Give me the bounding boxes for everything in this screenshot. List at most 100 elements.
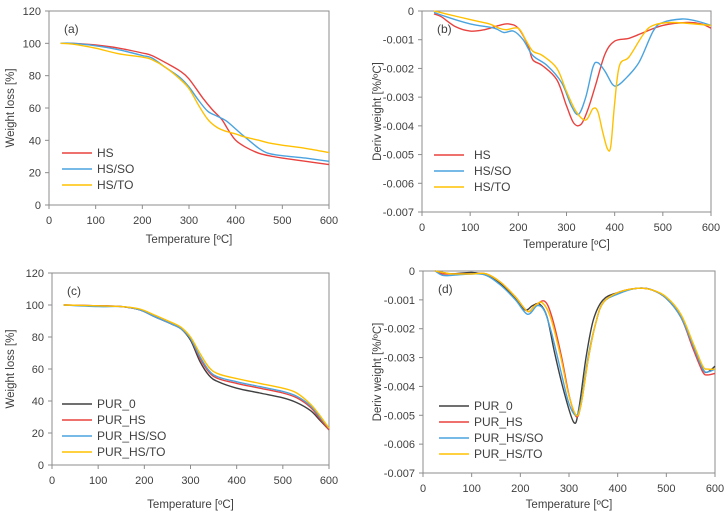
x-tick-label: 100 — [89, 475, 107, 487]
x-tick-label: 300 — [180, 215, 198, 227]
x-tick-label: 0 — [49, 475, 55, 487]
legend-label: PUR_HS — [474, 415, 523, 429]
series-line-hs-so — [433, 11, 712, 116]
y-tick-label: -0.001 — [383, 35, 414, 47]
panel-label: (d) — [438, 282, 453, 296]
x-tick-label: 500 — [274, 475, 292, 487]
panel-d: 0 100 200 300 400 500 600 0 -0.001 -0.002 -0.003 -0… — [372, 266, 724, 511]
x-tick-label: 300 — [560, 483, 578, 495]
x-tick-label: 400 — [608, 483, 626, 495]
series-line-pur-hs — [434, 270, 716, 418]
y-tick-label: 60 — [32, 364, 44, 376]
x-tick-label: 200 — [511, 483, 529, 495]
x-tick-label: 500 — [654, 222, 672, 234]
y-tick-label: -0.001 — [384, 295, 415, 307]
series-line-hs-to — [433, 10, 712, 152]
y-tick-label: 80 — [32, 332, 44, 344]
y-tick-label: -0.003 — [384, 353, 415, 365]
y-tick-label: -0.004 — [383, 121, 414, 133]
y-tick-label: -0.004 — [384, 381, 415, 393]
y-axis-label: Deriv weight [%/ºC] — [372, 62, 384, 161]
x-axis-label: Temperature [ºC] — [526, 499, 613, 511]
plot-frame — [48, 10, 330, 206]
y-tick-label: -0.005 — [383, 150, 414, 162]
legend-label: PUR_HS/TO — [474, 447, 542, 461]
legend-label: HS — [97, 146, 114, 160]
x-tick-label: 500 — [273, 215, 291, 227]
series-line-hs — [60, 42, 330, 166]
plot-frame — [421, 10, 712, 213]
legend-label: PUR_HS/SO — [474, 431, 543, 445]
panel-c: 0 100 200 300 400 500 600 0 20 40 60 80 100 120 Temper… — [5, 268, 338, 511]
x-tick-label: 600 — [320, 215, 338, 227]
x-tick-label: 600 — [702, 222, 720, 234]
legend-label: HS/SO — [474, 164, 511, 178]
series-line-pur-hs — [63, 304, 330, 431]
legend-label: PUR_HS — [97, 413, 146, 427]
series-line-pur-hs-so — [434, 270, 716, 416]
series-line-pur-hs-to — [435, 270, 716, 417]
y-tick-label: 120 — [26, 268, 44, 280]
x-tick-label: 200 — [133, 215, 151, 227]
plot-frame — [51, 272, 330, 466]
x-tick-label: 100 — [86, 215, 104, 227]
x-tick-label: 400 — [226, 215, 244, 227]
panel-label: (c) — [67, 284, 81, 298]
y-tick-label: -0.007 — [383, 207, 414, 219]
x-axis-label: Temperature [ºC] — [147, 499, 234, 511]
y-tick-label: 60 — [29, 103, 41, 115]
x-tick-label: 100 — [462, 483, 480, 495]
legend-label: PUR_0 — [97, 397, 136, 411]
x-tick-label: 300 — [557, 222, 575, 234]
y-tick-label: -0.007 — [384, 468, 415, 480]
y-tick-label: 40 — [32, 396, 44, 408]
series-line-hs — [433, 13, 712, 127]
x-tick-label: 0 — [46, 215, 52, 227]
x-tick-label: 100 — [461, 222, 479, 234]
y-tick-label: 0 — [408, 6, 414, 18]
x-axis-label: Temperature [ºC] — [523, 239, 610, 251]
y-tick-label: 80 — [29, 71, 41, 83]
x-tick-label: 500 — [657, 483, 675, 495]
panel-label: (b) — [437, 22, 452, 36]
x-tick-label: 0 — [420, 483, 426, 495]
legend-label: HS/TO — [97, 178, 133, 192]
series-line-pur-0 — [63, 304, 330, 431]
y-tick-label: 20 — [29, 168, 41, 180]
y-tick-label: 0 — [409, 266, 415, 278]
series-line-pur-hs-so — [63, 304, 330, 429]
series-line-pur-hs-to — [63, 304, 330, 429]
x-tick-label: 600 — [320, 475, 338, 487]
y-tick-label: -0.003 — [383, 92, 414, 104]
x-axis-label: Temperature [ºC] — [146, 234, 233, 246]
y-tick-label: -0.002 — [384, 324, 415, 336]
legend-label: HS — [474, 148, 491, 162]
x-tick-label: 600 — [706, 483, 724, 495]
legend-label: HS/TO — [474, 180, 510, 194]
legend-label: HS/SO — [97, 162, 134, 176]
x-tick-label: 300 — [181, 475, 199, 487]
y-tick-label: 0 — [35, 200, 41, 212]
y-tick-label: -0.002 — [383, 63, 414, 75]
y-tick-label: 20 — [32, 428, 44, 440]
x-tick-label: 400 — [605, 222, 623, 234]
x-tick-label: 200 — [135, 475, 153, 487]
y-tick-label: 40 — [29, 135, 41, 147]
y-tick-label: -0.006 — [384, 439, 415, 451]
x-tick-label: 0 — [419, 222, 425, 234]
y-tick-label: 100 — [23, 38, 41, 50]
y-tick-label: 120 — [23, 6, 41, 18]
x-tick-label: 400 — [227, 475, 245, 487]
legend-label: PUR_HS/TO — [97, 445, 165, 459]
panel-label: (a) — [64, 22, 79, 36]
series-line-hs-to — [60, 42, 330, 154]
y-axis-label: Deriv weight [%/ºC] — [372, 323, 384, 422]
legend-label: PUR_0 — [474, 399, 513, 413]
y-tick-label: -0.006 — [383, 178, 414, 190]
y-tick-label: 100 — [26, 300, 44, 312]
x-tick-label: 200 — [509, 222, 527, 234]
y-axis-label: Weight loss [%] — [5, 329, 17, 408]
panel-b: 0 100 200 300 400 500 600 0 -0.001 -0.002 -0.003 -0… — [372, 6, 720, 251]
legend-label: PUR_HS/SO — [97, 429, 166, 443]
